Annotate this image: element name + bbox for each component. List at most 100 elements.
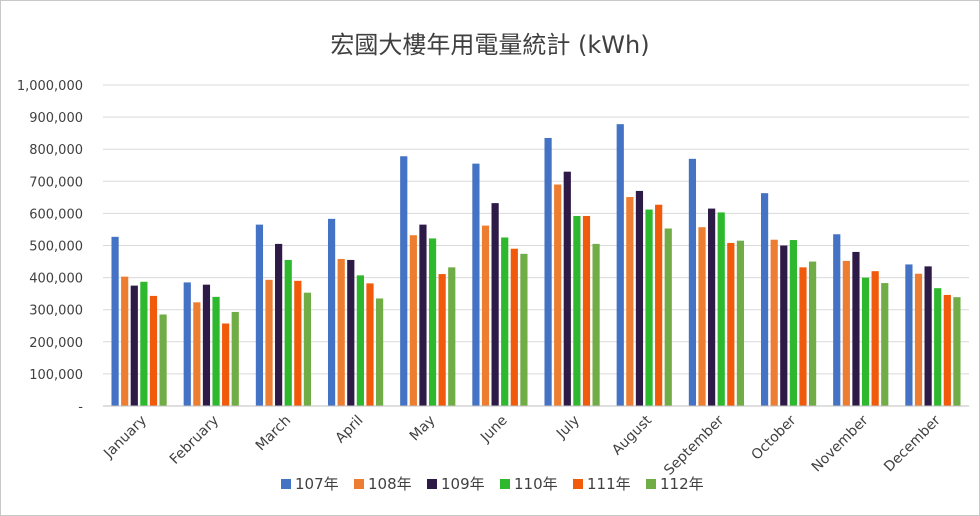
bar-112年-October xyxy=(808,261,817,406)
bar-111年-August xyxy=(655,204,663,406)
bars xyxy=(111,124,961,407)
bar-108年-December xyxy=(914,273,923,406)
y-tick-label: 900,000 xyxy=(29,111,83,126)
x-category-label: June xyxy=(477,413,511,447)
bar-109年-December xyxy=(924,266,932,406)
legend-label: 111年 xyxy=(587,475,631,493)
bar-111年-May xyxy=(438,274,446,406)
legend-label: 108年 xyxy=(368,475,412,493)
bar-107年-November xyxy=(833,234,841,406)
bar-110年-October xyxy=(789,240,797,406)
bar-107年-October xyxy=(760,193,769,406)
x-category-label: November xyxy=(809,412,872,475)
legend-swatch xyxy=(646,479,656,489)
y-tick-label: 200,000 xyxy=(29,336,83,351)
bar-109年-November xyxy=(852,251,860,406)
bar-110年-May xyxy=(428,238,437,406)
bar-109年-August xyxy=(635,190,644,406)
y-tick-label: 1,000,000 xyxy=(17,79,83,94)
legend-label: 110年 xyxy=(514,475,558,493)
bar-112年-February xyxy=(231,311,239,406)
x-category-label: October xyxy=(748,412,799,463)
bar-110年-July xyxy=(573,215,581,406)
legend-label: 107年 xyxy=(295,475,339,493)
chart-title: 宏國大樓年用電量統計 (kWh) xyxy=(330,31,649,59)
bar-111年-November xyxy=(871,271,879,406)
y-tick-label: 100,000 xyxy=(29,368,83,383)
bar-108年-March xyxy=(265,279,273,406)
bar-112年-August xyxy=(664,228,672,406)
bar-108年-August xyxy=(626,197,634,406)
bar-108年-September xyxy=(698,227,706,406)
bar-111年-October xyxy=(799,267,807,406)
y-axis-tick-labels: - 100,000 200,000 300,000 400,000 500,000 600,… xyxy=(17,79,83,415)
bar-108年-January xyxy=(121,276,129,406)
bar-110年-January xyxy=(140,281,148,406)
bar-112年-July xyxy=(592,243,600,406)
x-axis-category-labels: January February March April May June July Augu… xyxy=(100,412,944,478)
bar-112年-March xyxy=(303,292,312,406)
bar-112年-December xyxy=(953,297,961,406)
bar-111年-March xyxy=(294,280,302,406)
bar-110年-November xyxy=(861,277,870,406)
bar-107年-April xyxy=(327,218,336,406)
bar-108年-July xyxy=(554,184,562,406)
bar-107年-December xyxy=(905,264,913,406)
bar-112年-June xyxy=(520,253,528,406)
bar-109年-February xyxy=(202,284,211,406)
x-category-label: April xyxy=(332,413,366,447)
x-category-label: December xyxy=(881,412,944,475)
bar-110年-February xyxy=(212,296,220,406)
legend-label: 112年 xyxy=(660,475,704,493)
bar-109年-September xyxy=(708,208,716,406)
legend-swatch xyxy=(354,479,364,489)
bar-111年-July xyxy=(582,215,591,406)
x-category-label: March xyxy=(253,413,294,454)
bar-107年-February xyxy=(183,282,191,406)
bar-108年-November xyxy=(842,260,850,406)
x-category-label: September xyxy=(661,412,727,478)
bar-109年-July xyxy=(563,171,571,406)
y-tick-label: 700,000 xyxy=(29,175,83,190)
bar-107年-August xyxy=(616,124,624,407)
bar-108年-October xyxy=(770,239,778,406)
legend-swatch xyxy=(500,479,510,489)
bar-108年-February xyxy=(193,302,201,406)
bar-107年-September xyxy=(688,158,697,406)
y-tick-label: 500,000 xyxy=(29,240,83,255)
legend: 107年 108年 109年 110年 111年 112年 xyxy=(281,475,704,493)
bar-109年-May xyxy=(419,224,427,406)
y-tick-label: 400,000 xyxy=(29,272,83,287)
bar-111年-April xyxy=(366,283,374,406)
y-tick-label: - xyxy=(78,400,83,415)
gridlines xyxy=(103,84,969,375)
bar-107年-January xyxy=(111,236,119,406)
bar-109年-June xyxy=(491,203,499,406)
legend-label: 109年 xyxy=(441,475,485,493)
bar-111年-February xyxy=(222,323,230,406)
x-category-label: February xyxy=(167,413,222,468)
bar-107年-July xyxy=(544,137,552,406)
bar-110年-April xyxy=(356,275,364,406)
bar-110年-December xyxy=(934,288,942,406)
legend-swatch xyxy=(281,479,291,489)
bar-107年-May xyxy=(400,156,408,406)
x-category-label: August xyxy=(609,412,655,458)
x-category-label: July xyxy=(553,413,583,443)
bar-109年-October xyxy=(780,245,788,406)
bar-112年-May xyxy=(448,267,456,406)
x-category-label: January xyxy=(100,413,150,463)
bar-109年-March xyxy=(275,243,283,406)
x-category-label: May xyxy=(407,413,439,445)
bar-112年-April xyxy=(375,298,384,406)
bar-109年-January xyxy=(130,285,138,406)
bar-108年-April xyxy=(337,258,345,406)
bar-112年-November xyxy=(881,283,889,406)
bar-109年-April xyxy=(347,259,355,406)
bar-107年-June xyxy=(472,163,480,406)
bar-110年-September xyxy=(717,212,725,406)
bar-110年-March xyxy=(284,259,292,406)
bar-111年-January xyxy=(149,295,158,406)
